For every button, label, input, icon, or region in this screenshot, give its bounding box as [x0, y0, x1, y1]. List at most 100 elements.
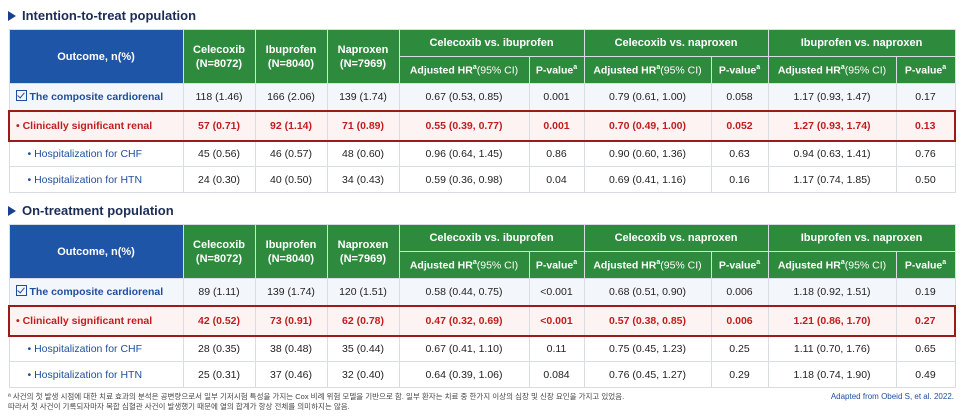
table-cell: 89 (1.11) [182, 278, 256, 306]
outcome-label-text: • Clinically significant renal [16, 314, 153, 327]
outcome-label: • Hospitalization for CHF [8, 335, 184, 362]
table-cell: 0.67 (0.41, 1.10) [398, 335, 530, 362]
triangle-bullet-icon [8, 10, 16, 21]
table-cell: 0.25 [710, 335, 769, 362]
table-cell: 0.86 [528, 140, 585, 167]
hr-header: Adjusted HRa(95% CI) [583, 56, 712, 84]
group-header-cel-nap: Celecoxib vs. naproxen [583, 29, 769, 57]
pvalue-header: P-valuea [710, 251, 769, 279]
outcome-label-text: The composite cardiorenal [29, 91, 164, 104]
outcome-label-text: • Hospitalization for CHF [27, 342, 143, 355]
table-cell: 0.67 (0.53, 0.85) [398, 83, 530, 111]
row-clinically-significant-renal: • Clinically significant renal 42 (0.52) 7… [8, 304, 957, 337]
table-cell: 166 (2.06) [254, 83, 328, 111]
table-cell: 0.76 (0.45, 1.27) [583, 361, 712, 388]
table-cell: 0.006 [710, 278, 769, 306]
section-title-itt: Intention-to-treat population [8, 8, 196, 23]
hr-header: Adjusted HRa(95% CI) [398, 56, 530, 84]
row-hospitalization-htn: • Hospitalization for HTN 25 (0.31) 37 (0.… [8, 361, 956, 388]
section-title-text: Intention-to-treat population [22, 8, 197, 23]
outcome-label: • Clinically significant renal [8, 109, 184, 142]
outcome-label-text: • Clinically significant renal [16, 119, 153, 132]
table-cell: 0.76 [895, 140, 956, 167]
table-cell: 0.29 [710, 361, 769, 388]
table-cell: 92 (1.14) [254, 109, 328, 142]
table-cell: 0.58 (0.44, 0.75) [398, 278, 530, 306]
group-header-cel-ibu: Celecoxib vs. ibuprofen [398, 224, 585, 252]
table-cell: 0.49 [895, 361, 956, 388]
table-cell: 139 (1.74) [326, 83, 400, 111]
table-cell: 0.47 (0.32, 0.69) [398, 304, 530, 337]
outcome-header: Outcome, n(%) [8, 224, 184, 279]
naproxen-header: Naproxen (N=7969) [326, 224, 400, 279]
outcome-label: The composite cardiorenal [8, 278, 184, 306]
hr-header: Adjusted HRa(95% CI) [767, 251, 897, 279]
table-cell: 38 (0.48) [254, 335, 328, 362]
pvalue-header: P-valuea [710, 56, 769, 84]
table-cell: 0.19 [895, 278, 956, 306]
table-cell: 118 (1.46) [182, 83, 256, 111]
table-cell: 1.18 (0.74, 1.90) [767, 361, 897, 388]
source-credit: Adapted from Obeid S, et al. 2022. [830, 392, 954, 401]
table-cell: 0.50 [895, 166, 956, 193]
row-hospitalization-chf: • Hospitalization for CHF 45 (0.56) 46 (0.… [8, 140, 956, 167]
pvalue-header: P-valuea [528, 56, 585, 84]
table-cell: 0.052 [710, 109, 769, 142]
table-cell: 0.084 [528, 361, 585, 388]
row-composite-cardiorenal: The composite cardiorenal 89 (1.11) 139 (1… [8, 278, 956, 306]
table-cell: 0.59 (0.36, 0.98) [398, 166, 530, 193]
table-cell: 1.17 (0.74, 1.85) [767, 166, 897, 193]
section-title-ot: On-treatment population [8, 203, 174, 218]
table-cell: 0.11 [528, 335, 585, 362]
triangle-bullet-icon [8, 205, 16, 216]
table-cell: 37 (0.46) [254, 361, 328, 388]
group-header-ibu-nap: Ibuprofen vs. naproxen [767, 224, 956, 252]
table-cell: 1.18 (0.92, 1.51) [767, 278, 897, 306]
checkbox-icon [15, 285, 27, 297]
table-cell: 0.006 [710, 304, 769, 337]
row-hospitalization-htn: • Hospitalization for HTN 24 (0.30) 40 (0.… [8, 166, 956, 193]
outcome-label-text: • Hospitalization for CHF [27, 147, 143, 160]
table-cell: 34 (0.43) [326, 166, 400, 193]
table-cell: 0.17 [895, 83, 956, 111]
table-cell: 0.68 (0.51, 0.90) [583, 278, 712, 306]
table-cell: 0.058 [710, 83, 769, 111]
table-cell: 28 (0.35) [182, 335, 256, 362]
table-cell: 40 (0.50) [254, 166, 328, 193]
hr-header: Adjusted HRa(95% CI) [583, 251, 712, 279]
table-cell: <0.001 [528, 304, 585, 337]
outcome-label: • Hospitalization for CHF [8, 140, 184, 167]
table-cell: 62 (0.78) [326, 304, 400, 337]
table-cell: 0.13 [895, 109, 957, 142]
table-cell: 1.11 (0.70, 1.76) [767, 335, 897, 362]
table-cell: 24 (0.30) [182, 166, 256, 193]
table-cell: 25 (0.31) [182, 361, 256, 388]
table-cell: 0.001 [528, 83, 585, 111]
outcome-label-text: The composite cardiorenal [29, 286, 164, 299]
table-cell: 0.96 (0.64, 1.45) [398, 140, 530, 167]
footnote-line: 따라서 첫 사건이 기록되자마자 복합 심혈관 사건이 발생했기 때문에 열의 … [8, 402, 350, 411]
table-cell: 0.94 (0.63, 1.41) [767, 140, 897, 167]
table-cell: 0.75 (0.45, 1.23) [583, 335, 712, 362]
pvalue-header: P-valuea [895, 56, 956, 84]
itt-table: Outcome, n(%) Celecoxib (N=8072) Ibuprofe… [8, 29, 957, 193]
section-title-text: On-treatment population [22, 203, 174, 218]
group-header-cel-nap: Celecoxib vs. naproxen [583, 224, 769, 252]
pvalue-header: P-valuea [528, 251, 585, 279]
table-cell: 0.001 [528, 109, 585, 142]
table-cell: 0.69 (0.41, 1.16) [583, 166, 712, 193]
footnote: ª 사건의 첫 발생 시점에 대한 치료 효과의 분석은 공변량으로서 일부 기… [8, 392, 788, 412]
table-cell: 0.04 [528, 166, 585, 193]
outcome-label-text: • Hospitalization for HTN [27, 173, 143, 186]
table-cell: 0.65 [895, 335, 956, 362]
table-cell: 46 (0.57) [254, 140, 328, 167]
hr-header: Adjusted HRa(95% CI) [767, 56, 897, 84]
outcome-label-text: • Hospitalization for HTN [27, 368, 143, 381]
pvalue-header: P-valuea [895, 251, 956, 279]
table-cell: 45 (0.56) [182, 140, 256, 167]
table-cell: 73 (0.91) [254, 304, 328, 337]
table-cell: 0.90 (0.60, 1.36) [583, 140, 712, 167]
table-cell: 35 (0.44) [326, 335, 400, 362]
hr-header: Adjusted HRa(95% CI) [398, 251, 530, 279]
outcome-label: • Hospitalization for HTN [8, 166, 184, 193]
